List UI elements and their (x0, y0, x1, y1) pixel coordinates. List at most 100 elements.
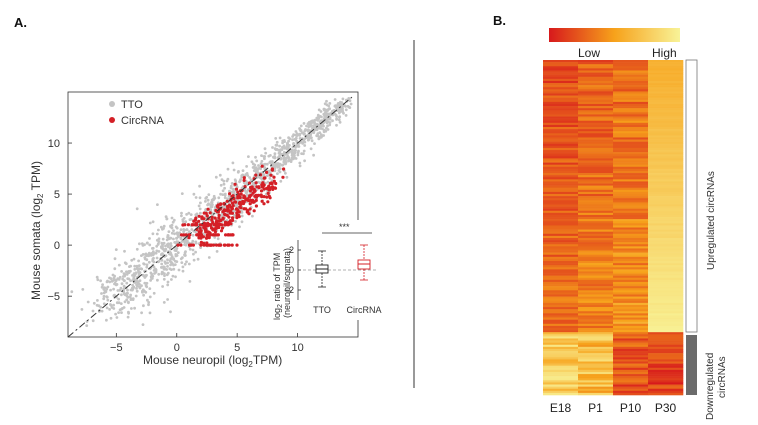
heatmap-cell (648, 80, 684, 84)
heatmap-cell (613, 231, 649, 235)
heatmap-cell (648, 139, 684, 142)
heatmap-cell (613, 154, 649, 157)
tto-point (135, 207, 139, 211)
heatmap-cell (648, 304, 684, 308)
tto-point (198, 196, 202, 200)
tto-point (338, 110, 342, 113)
circrna-point (183, 223, 187, 227)
tto-point (298, 161, 302, 165)
tto-point (291, 156, 295, 160)
heatmap-cell (543, 355, 579, 358)
heatmap-cell (613, 160, 649, 163)
tto-point (161, 237, 165, 241)
tto-point (176, 233, 180, 237)
heatmap-cell (648, 244, 684, 247)
legend-tto-label: TTO (121, 99, 143, 111)
tto-point (148, 287, 152, 290)
heatmap-cell (613, 62, 649, 65)
heatmap-cell (578, 315, 614, 318)
heatmap-cell (543, 160, 579, 163)
tto-point (197, 204, 201, 208)
circrna-point (204, 227, 208, 231)
x-tick-label: 5 (234, 342, 240, 354)
circrna-point (237, 196, 241, 200)
circrna-point (268, 181, 272, 185)
circrna-point (216, 205, 220, 209)
heatmap-cell (578, 304, 614, 308)
tto-point (140, 254, 143, 257)
tto-point (234, 220, 237, 223)
heatmap-cell (578, 355, 614, 358)
heatmap-cell (543, 392, 579, 396)
heatmap-cell (578, 191, 614, 195)
circrna-point (187, 243, 192, 247)
heatmap-cell (578, 309, 614, 312)
heatmap-cell (578, 271, 614, 274)
tto-point (112, 287, 115, 291)
heatmap-cell (543, 290, 579, 293)
heatmap-cell (578, 353, 614, 356)
tto-point (284, 171, 287, 175)
heatmap-cell (648, 118, 684, 122)
heatmap-cell (613, 342, 649, 346)
tto-point (283, 156, 286, 160)
circrna-point (210, 215, 214, 219)
heatmap-cell (648, 388, 684, 392)
tto-point (109, 303, 113, 307)
heatmap-cell (543, 87, 579, 90)
tto-point (263, 157, 266, 161)
downregulated-label-line1: Downregulated (705, 353, 716, 420)
tto-point (245, 172, 249, 175)
heatmap-cell (613, 181, 649, 184)
tto-point (155, 249, 159, 253)
heatmap-cell (648, 185, 684, 189)
circrna-point (261, 181, 265, 185)
tto-point (129, 264, 133, 268)
heatmap-cell (613, 229, 649, 232)
heatmap-cell (613, 380, 649, 383)
inset-category-label: TTO (313, 305, 331, 315)
tto-point (99, 305, 103, 309)
tto-point (155, 232, 159, 236)
heatmap-cell (543, 328, 579, 331)
tto-point (313, 142, 316, 146)
circrna-point (281, 175, 285, 179)
heatmap-cell (648, 83, 684, 86)
tto-point (271, 163, 275, 167)
heatmap-cell (613, 131, 649, 134)
tto-point (157, 242, 160, 246)
heatmap-cell (543, 129, 579, 132)
tto-point (286, 146, 290, 150)
tto-point (120, 282, 124, 286)
tto-point (143, 256, 147, 259)
heatmap-cell (578, 246, 614, 249)
heatmap-cell (543, 89, 579, 92)
tto-point (312, 124, 315, 128)
heatmap-cell (543, 124, 579, 128)
heatmap-cell (648, 74, 684, 78)
tto-point (335, 118, 338, 121)
heatmap-cell (578, 217, 614, 220)
circrna-point (217, 216, 221, 220)
heatmap-cell (613, 298, 649, 302)
heatmap-cell (543, 70, 579, 73)
circrna-point (202, 211, 206, 215)
heatmap-cell (648, 330, 684, 333)
heatmap-cell (613, 170, 649, 174)
tto-point (276, 165, 280, 169)
tto-point (160, 253, 163, 257)
heatmap-cell (578, 164, 614, 168)
tto-point (148, 295, 152, 299)
heatmap-cell (613, 152, 649, 155)
heatmap-cell (543, 212, 579, 216)
heatmap-cell (543, 64, 579, 67)
tto-point (278, 144, 281, 148)
heatmap-cell (543, 137, 579, 140)
heatmap-cell (543, 388, 579, 392)
heatmap-cell (578, 233, 614, 237)
heatmap-cell (578, 133, 614, 136)
circrna-point (260, 185, 265, 189)
tto-point (331, 119, 334, 123)
heatmap-cell (648, 348, 684, 352)
heatmap-cell (648, 89, 684, 92)
